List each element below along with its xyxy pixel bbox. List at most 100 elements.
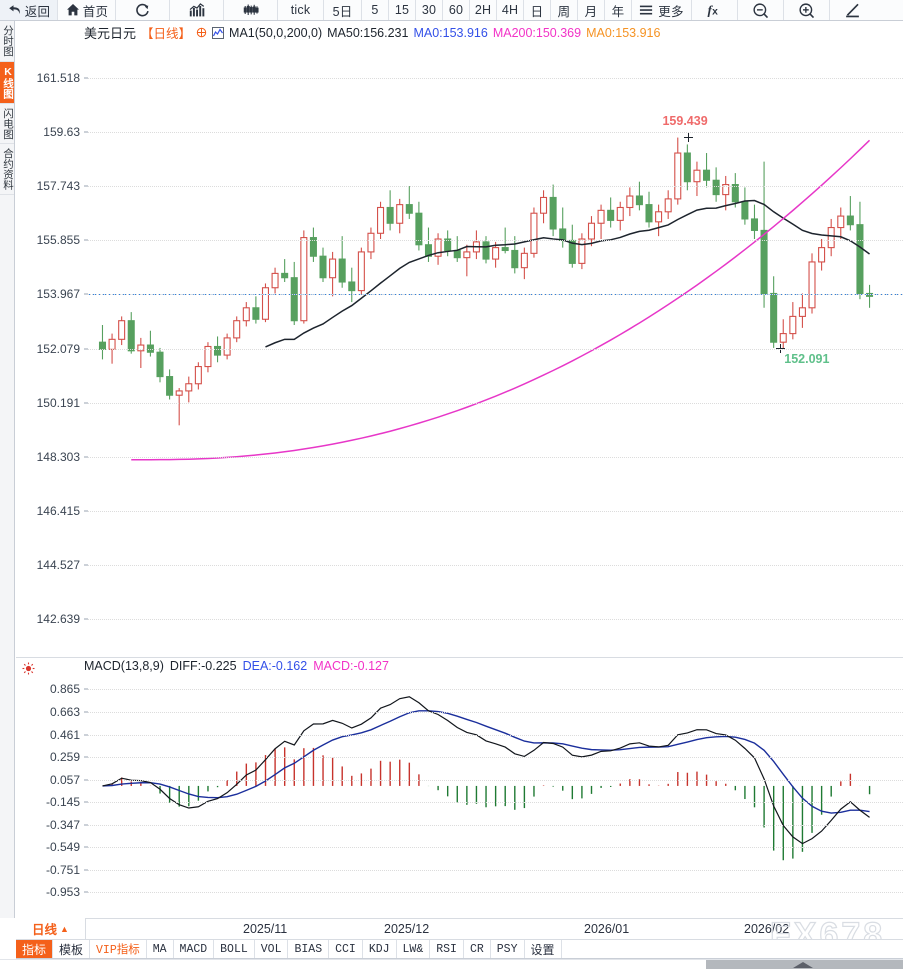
ma200-value: MA200:150.369 bbox=[492, 25, 582, 40]
indicator-tab-cci[interactable]: CCI bbox=[329, 940, 363, 958]
macd-y-tick-mark bbox=[84, 688, 88, 690]
macd-y-tick-mark bbox=[84, 779, 88, 781]
period-15m-button-label: 15 bbox=[394, 3, 410, 17]
indicator-tab-lwr[interactable]: LW& bbox=[397, 940, 431, 958]
indicator-tab-zhibiao[interactable]: 指标 bbox=[16, 940, 54, 958]
price-gridline bbox=[88, 564, 903, 566]
draw-tool-button[interactable] bbox=[830, 0, 903, 20]
macd-y-tick-mark bbox=[84, 734, 88, 736]
chevron-up-icon: ▲ bbox=[60, 923, 69, 934]
price-gridline bbox=[88, 348, 903, 350]
sidebar-item-kline[interactable]: K线图 bbox=[0, 61, 14, 104]
tick-button[interactable]: tick bbox=[278, 0, 324, 20]
chart-area: 美元日元 【日线】 MA1(50,0,200,0) MA50: bbox=[16, 21, 903, 918]
candlestick-icon bbox=[242, 2, 260, 18]
price-plot[interactable]: 159.439 152.091 bbox=[88, 21, 903, 657]
zoom-in-button[interactable] bbox=[784, 0, 830, 20]
price-y-tick-label: 161.518 bbox=[36, 70, 80, 85]
period-5m-button[interactable]: 5 bbox=[362, 0, 389, 20]
period-day-button-label: 日 bbox=[530, 4, 544, 19]
indicator-tab-cr[interactable]: CR bbox=[464, 940, 491, 958]
symbol-period: 【日线】 bbox=[141, 27, 192, 41]
macd-pane[interactable]: MACD(13,8,9) DIFF:-0.225 DEA:-0.162 MACD… bbox=[16, 658, 903, 918]
macd-y-tick-label: -0.751 bbox=[45, 862, 80, 877]
svg-text:f: f bbox=[707, 3, 713, 18]
ma-indicator-name: MA1(50,0,200,0) bbox=[229, 25, 323, 40]
macd-y-tick-label: 0.057 bbox=[49, 772, 80, 787]
period-2h-button[interactable]: 2H bbox=[470, 0, 497, 20]
indicator-tab-kdj[interactable]: KDJ bbox=[363, 940, 397, 958]
macd-gridline bbox=[88, 892, 903, 894]
period-selector[interactable]: 日线 ▲ bbox=[16, 918, 86, 940]
macd-gridline bbox=[88, 757, 903, 759]
macd-y-tick-mark bbox=[84, 711, 88, 713]
zoom-out-icon bbox=[752, 2, 769, 19]
indicator-bar-filler bbox=[562, 940, 903, 958]
period-30m-button[interactable]: 30 bbox=[416, 0, 443, 20]
period-4h-button[interactable]: 4H bbox=[497, 0, 524, 20]
indicator-chart-icon[interactable] bbox=[212, 26, 225, 39]
period-week-button[interactable]: 周 bbox=[551, 0, 578, 20]
macd-gridline bbox=[88, 779, 903, 781]
zoom-out-button[interactable] bbox=[738, 0, 784, 20]
price-y-axis: 161.518 159.63 157.743 155.855 153.967 152.07… bbox=[16, 21, 88, 657]
refresh-button[interactable] bbox=[116, 0, 170, 20]
chart-type-button[interactable] bbox=[170, 0, 224, 20]
macd-gridline bbox=[88, 689, 903, 691]
macd-y-tick-mark bbox=[84, 869, 88, 871]
settings-dot-icon[interactable] bbox=[196, 27, 207, 38]
more-button[interactable]: 更多 bbox=[632, 0, 692, 20]
price-pane[interactable]: 美元日元 【日线】 MA1(50,0,200,0) MA50: bbox=[16, 21, 903, 658]
price-y-tick-mark bbox=[84, 131, 88, 133]
period-selector-label: 日线 bbox=[32, 923, 58, 937]
refresh-icon bbox=[134, 2, 151, 19]
sidebar-item-lightning[interactable]: 闪电图 bbox=[0, 104, 14, 144]
indicator-tab-settings[interactable]: 设置 bbox=[525, 940, 562, 958]
price-y-tick-label: 155.855 bbox=[36, 233, 80, 248]
macd-y-tick-mark bbox=[84, 801, 88, 803]
macd-y-axis: 0.865 0.663 0.461 0.259 0.057 -0.145 -0.347 -0.… bbox=[16, 658, 88, 918]
price-gridline bbox=[88, 132, 903, 134]
price-y-tick-mark bbox=[84, 510, 88, 512]
horizontal-scrollbar[interactable] bbox=[0, 959, 903, 969]
indicator-tab-vip[interactable]: VIP指标 bbox=[90, 940, 147, 958]
indicator-tab-muban[interactable]: 模板 bbox=[53, 940, 91, 958]
indicator-tab-macd[interactable]: MACD bbox=[174, 940, 215, 958]
indicator-tab-psy[interactable]: PSY bbox=[491, 940, 525, 958]
symbol-name: 美元日元 bbox=[84, 26, 137, 41]
high-price-annotation: 159.439 bbox=[662, 113, 708, 128]
period-day-button[interactable]: 日 bbox=[524, 0, 551, 20]
more-button-label: 更多 bbox=[658, 4, 684, 19]
sun-settings-icon[interactable] bbox=[22, 662, 35, 675]
low-price-annotation: 152.091 bbox=[784, 352, 830, 367]
back-button-label: 返回 bbox=[24, 4, 51, 19]
indicator-tab-bias[interactable]: BIAS bbox=[288, 940, 330, 958]
period-month-button[interactable]: 月 bbox=[578, 0, 605, 20]
price-y-tick-mark bbox=[84, 239, 88, 241]
period-week-button-label: 周 bbox=[557, 4, 571, 19]
hamburger-icon bbox=[639, 2, 654, 18]
macd-title: MACD(13,8,9) bbox=[84, 659, 164, 673]
sidebar-item-timechart[interactable]: 分时图 bbox=[0, 21, 14, 62]
period-5d-button[interactable]: 5日 bbox=[324, 0, 362, 20]
scroll-up-arrow-icon[interactable] bbox=[793, 962, 813, 968]
indicator-tab-vol[interactable]: VOL bbox=[255, 940, 289, 958]
price-y-tick-label: 159.63 bbox=[43, 125, 80, 140]
price-y-tick-mark bbox=[84, 348, 88, 350]
period-60m-button[interactable]: 60 bbox=[443, 0, 470, 20]
depth-button[interactable] bbox=[224, 0, 278, 20]
scrollbar-track[interactable] bbox=[0, 960, 903, 969]
indicator-tab-ma[interactable]: MA bbox=[147, 940, 174, 958]
sidebar-item-contract[interactable]: 合约资料 bbox=[0, 144, 14, 195]
indicator-tab-rsi[interactable]: RSI bbox=[430, 940, 464, 958]
home-button[interactable]: 首页 bbox=[58, 0, 116, 20]
period-year-button[interactable]: 年 bbox=[605, 0, 632, 20]
macd-plot[interactable] bbox=[88, 658, 903, 918]
indicator-tab-boll[interactable]: BOLL bbox=[214, 940, 255, 958]
period-15m-button[interactable]: 15 bbox=[389, 0, 416, 20]
macd-series bbox=[102, 696, 871, 861]
macd-y-tick-label: -0.549 bbox=[45, 840, 80, 855]
back-button[interactable]: 返回 bbox=[0, 0, 58, 20]
